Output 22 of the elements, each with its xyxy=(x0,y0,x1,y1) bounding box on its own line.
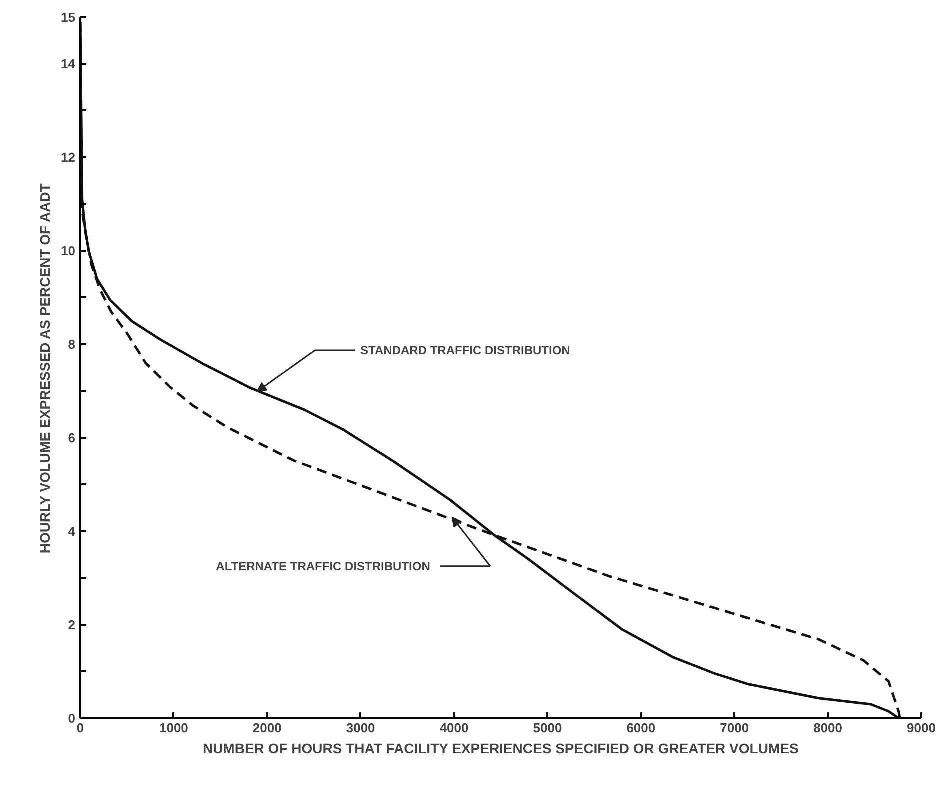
x-tick-label: 1000 xyxy=(159,720,188,736)
x-tick-label: 2000 xyxy=(252,720,282,736)
y-tick-label: 12 xyxy=(61,150,76,166)
x-tick-label: 3000 xyxy=(346,720,376,736)
y-tick-label: 10 xyxy=(61,244,76,259)
y-tick-label: 0 xyxy=(68,711,76,726)
y-axis-title: HOURLY VOLUME EXPRESSED AS PERCENT OF AADT xyxy=(37,183,54,554)
x-tick-label: 7000 xyxy=(720,720,750,736)
y-tick-label: 2 xyxy=(68,618,76,633)
y-tick-label: 4 xyxy=(68,524,76,540)
y-tick-label: 14 xyxy=(61,56,76,72)
x-tick-label: 5000 xyxy=(533,720,562,736)
x-tick-label: 6000 xyxy=(626,720,656,736)
annotation: STANDARD TRAFFIC DISTRIBUTION xyxy=(360,343,570,358)
y-tick-label: 6 xyxy=(68,430,76,446)
x-axis-title: NUMBER OF HOURS THAT FACILITY EXPERIENCES SPECIFIED OR GREATER VOLUMES xyxy=(202,740,799,756)
y-tick-label: 15 xyxy=(61,10,76,25)
x-tick-label: 8000 xyxy=(814,720,843,736)
y-tick-label: 8 xyxy=(68,337,76,352)
x-tick-label: 9000 xyxy=(907,720,936,736)
x-tick-label: 4000 xyxy=(440,720,469,736)
annotation: ALTERNATE TRAFFIC DISTRIBUTION xyxy=(216,559,430,574)
